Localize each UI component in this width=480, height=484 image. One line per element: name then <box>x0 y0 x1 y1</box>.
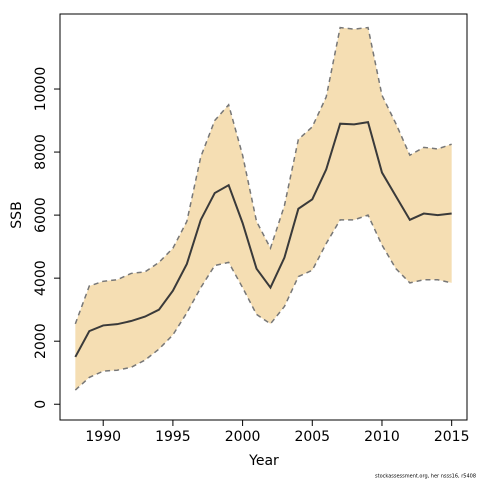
y-tick-label: 8000 <box>33 134 49 170</box>
x-tick-label: 2005 <box>294 429 330 445</box>
x-tick-label: 2015 <box>434 429 470 445</box>
credit: stockassessment.org, her nsss16, r5408 <box>375 474 476 480</box>
x-tick-label: 2010 <box>364 429 400 445</box>
confidence-band <box>75 27 452 391</box>
lower-bound <box>74 214 452 391</box>
y-tick-label: 10000 <box>33 67 49 112</box>
y-tick-label: 4000 <box>33 260 49 296</box>
y-tick-label: 2000 <box>33 323 49 359</box>
x-tick-label: 1995 <box>155 429 191 445</box>
upper-bound <box>74 26 452 325</box>
y-tick-label: 0 <box>33 400 49 409</box>
ssb-line <box>74 120 452 358</box>
x-tick-label: 2000 <box>225 429 261 445</box>
x-axis-label: Year <box>248 453 279 469</box>
plot-frame <box>59 13 468 421</box>
x-tick-label: 1990 <box>85 429 121 445</box>
y-tick-label: 6000 <box>33 197 49 233</box>
y-axis-label: SSB <box>9 201 25 228</box>
